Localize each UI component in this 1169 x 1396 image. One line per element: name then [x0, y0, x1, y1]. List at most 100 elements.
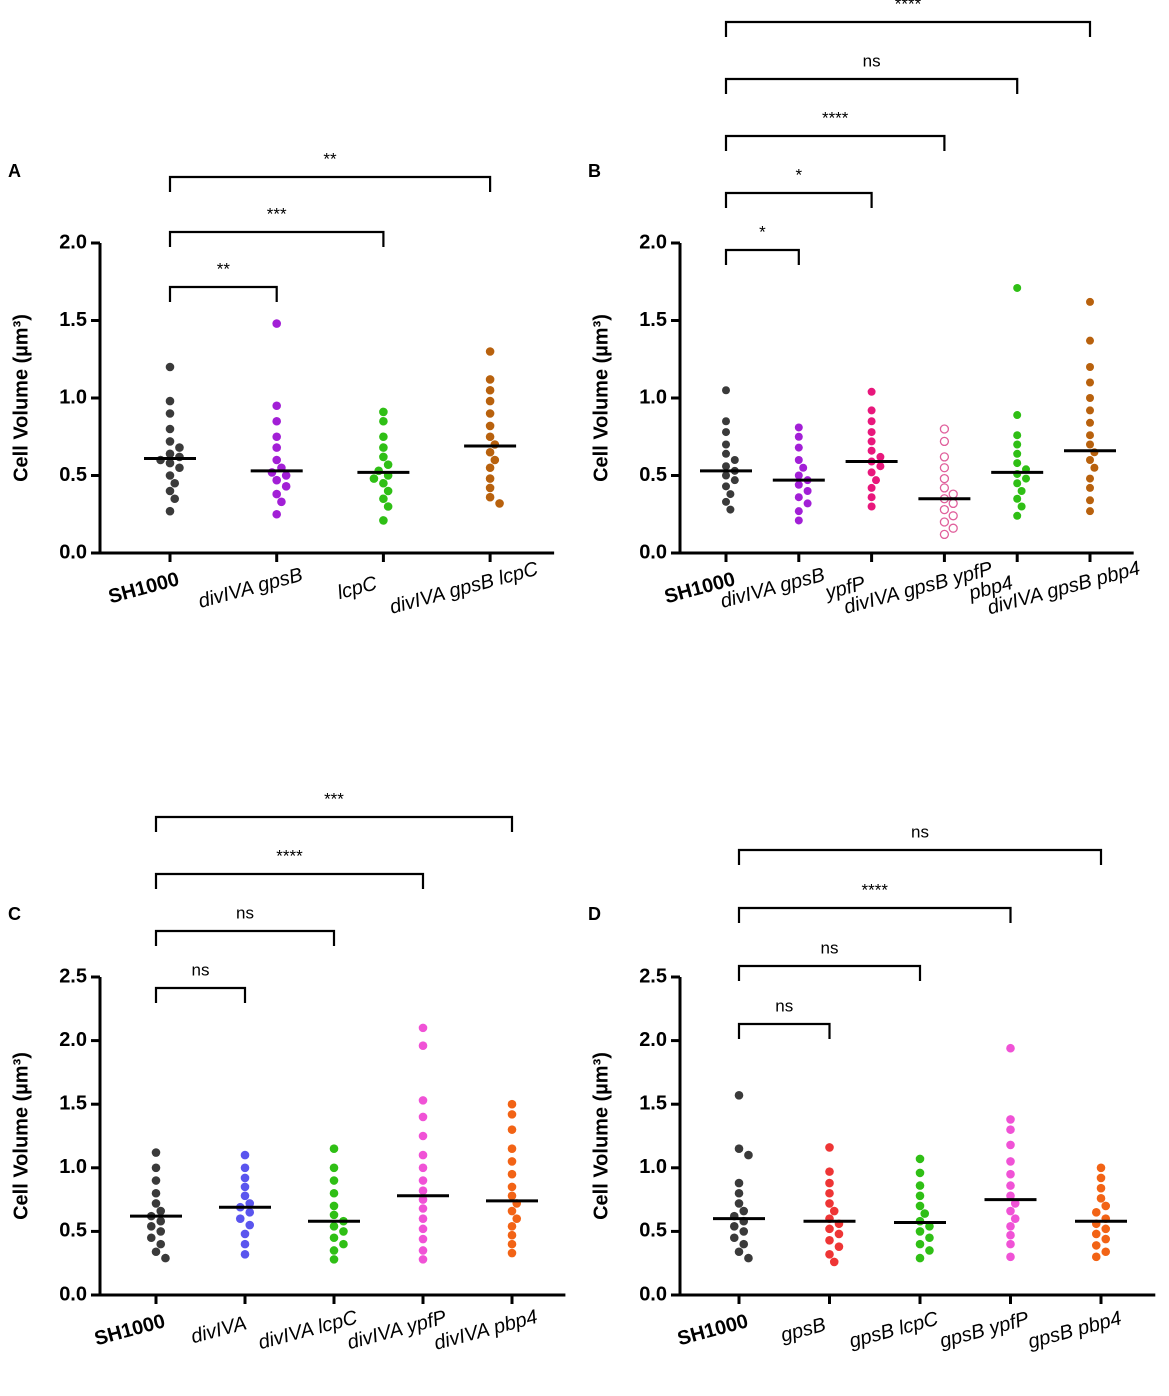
data-point	[915, 1154, 925, 1164]
data-point	[1006, 1169, 1015, 1179]
data-point	[512, 1214, 522, 1223]
data-point	[339, 1227, 348, 1236]
data-point	[1091, 1252, 1101, 1262]
data-point	[948, 489, 958, 499]
data-point	[156, 1216, 166, 1226]
data-point	[722, 428, 730, 437]
data-point	[794, 423, 803, 432]
y-tick-label: 0.0	[639, 1283, 667, 1305]
data-point	[151, 1148, 161, 1157]
significance-bracket	[168, 230, 385, 247]
significance-bracket	[737, 964, 922, 981]
data-point	[1086, 378, 1094, 387]
data-point	[1013, 431, 1022, 440]
data-point	[272, 509, 282, 519]
data-point	[165, 409, 175, 418]
data-point	[281, 482, 291, 491]
data-point	[1013, 494, 1022, 503]
data-point	[272, 416, 282, 426]
data-point	[272, 319, 282, 328]
data-point	[734, 1144, 744, 1154]
data-point	[834, 1229, 844, 1239]
x-tick-label: SH1000	[92, 1310, 168, 1350]
significance-bracket	[724, 20, 1092, 37]
y-tick-label: 2.0	[59, 1029, 87, 1051]
data-point	[1006, 1043, 1015, 1053]
data-point	[418, 1195, 428, 1204]
data-point	[418, 1224, 428, 1234]
data-point	[175, 443, 184, 452]
data-point	[1022, 474, 1030, 483]
data-point	[1086, 456, 1094, 464]
data-point	[803, 499, 812, 508]
data-point	[329, 1188, 339, 1198]
data-point	[722, 417, 730, 426]
data-point	[1090, 463, 1099, 472]
data-point	[939, 517, 950, 527]
y-tick-label: 2.0	[639, 231, 667, 253]
data-point	[794, 516, 803, 525]
data-point	[329, 1222, 339, 1231]
y-axis-label: Cell Volume (µm³)	[590, 314, 612, 482]
data-point	[1013, 449, 1022, 458]
data-point	[507, 1191, 517, 1201]
data-point	[485, 385, 495, 395]
data-point	[146, 1233, 156, 1243]
data-point	[507, 1230, 517, 1240]
y-tick-label: 1.0	[59, 386, 87, 408]
y-tick-label: 2.0	[639, 1029, 667, 1051]
data-point	[1086, 496, 1094, 505]
data-point	[1013, 479, 1022, 488]
data-point	[485, 474, 495, 483]
data-point	[729, 1222, 739, 1231]
data-point	[915, 1239, 925, 1249]
data-point	[1086, 363, 1094, 371]
data-point	[829, 1206, 839, 1216]
significance-bracket	[737, 906, 1012, 923]
data-point	[418, 1112, 428, 1122]
data-point	[1006, 1191, 1015, 1201]
data-point	[722, 462, 730, 471]
data-point	[948, 523, 958, 533]
data-point	[272, 443, 282, 452]
significance-bracket	[737, 848, 1103, 865]
data-point	[722, 449, 730, 458]
data-point	[379, 432, 388, 442]
y-tick-label: 0.5	[639, 464, 667, 486]
data-point	[794, 443, 803, 452]
data-point	[1013, 459, 1022, 468]
y-tick-label: 1.5	[639, 1092, 667, 1114]
data-point	[329, 1210, 339, 1220]
data-point	[369, 474, 379, 483]
data-point	[948, 498, 958, 509]
data-point	[939, 529, 950, 540]
data-point	[915, 1181, 925, 1190]
data-point	[1101, 1247, 1111, 1257]
data-point	[418, 1255, 428, 1264]
data-point	[726, 490, 735, 499]
x-tick-label: divIVA gpsB	[196, 564, 305, 613]
y-tick-label: 2.5	[59, 965, 87, 987]
data-point	[240, 1229, 250, 1239]
data-point	[485, 421, 495, 431]
data-point	[867, 502, 876, 511]
data-point	[939, 473, 950, 484]
y-tick-label: 0.0	[59, 1283, 87, 1305]
data-point	[872, 476, 880, 485]
significance-bracket	[724, 77, 1019, 94]
data-point	[925, 1222, 934, 1231]
significance-label: ns	[863, 51, 881, 70]
data-point	[1086, 394, 1094, 402]
y-tick-label: 0.0	[59, 541, 87, 563]
data-point	[485, 463, 495, 473]
data-point	[825, 1236, 834, 1245]
y-tick-label: 0.5	[59, 1220, 87, 1242]
data-point	[1091, 1229, 1101, 1239]
data-point	[329, 1144, 339, 1154]
y-tick-label: 2.0	[59, 231, 87, 253]
significance-bracket	[154, 986, 247, 1003]
data-point	[1096, 1163, 1106, 1173]
data-point	[834, 1242, 844, 1251]
data-point	[1006, 1140, 1015, 1150]
data-point	[507, 1182, 517, 1192]
